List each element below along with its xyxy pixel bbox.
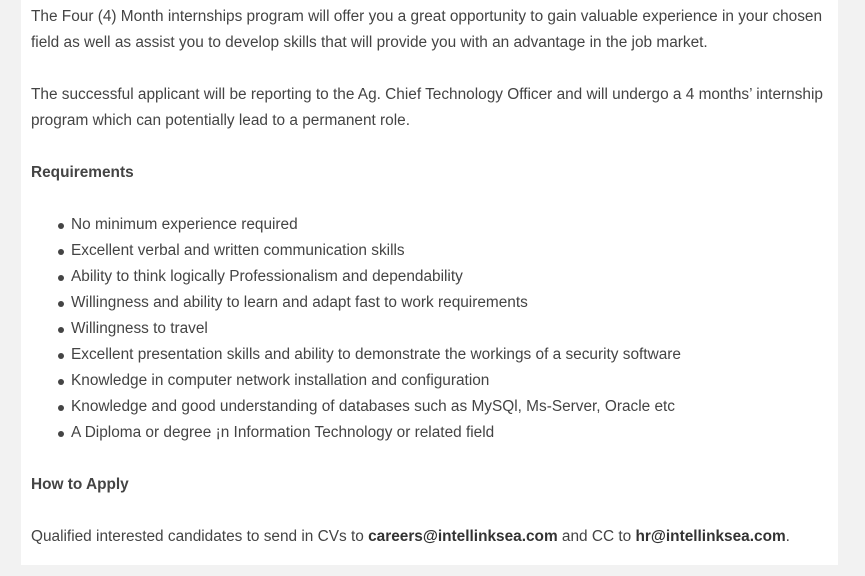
bullet-icon bbox=[58, 223, 64, 229]
list-item: No minimum experience required bbox=[58, 212, 831, 238]
apply-text-before: Qualified interested candidates to send … bbox=[31, 528, 369, 545]
list-item-text: Excellent verbal and written communicati… bbox=[71, 242, 405, 259]
list-item-text: Ability to think logically Professionali… bbox=[71, 268, 463, 285]
bullet-icon bbox=[58, 379, 64, 385]
article-content: The Four (4) Month internships program w… bbox=[31, 4, 831, 576]
how-to-apply-paragraph: Qualified interested candidates to send … bbox=[31, 524, 831, 550]
bullet-icon bbox=[58, 353, 64, 359]
requirements-list: No minimum experience required Excellent… bbox=[31, 212, 831, 446]
reporting-paragraph: The successful applicant will be reporti… bbox=[31, 86, 823, 129]
list-item: Willingness and ability to learn and ada… bbox=[58, 290, 831, 316]
list-item: Knowledge and good understanding of data… bbox=[58, 394, 831, 420]
list-item-text: Knowledge in computer network installati… bbox=[71, 372, 490, 389]
bullet-icon bbox=[58, 249, 64, 255]
how-to-apply-heading: How to Apply bbox=[31, 476, 129, 493]
bullet-icon bbox=[58, 275, 64, 281]
careers-email: careers@intellinksea.com bbox=[368, 528, 558, 545]
intro-paragraph: The Four (4) Month internships program w… bbox=[31, 8, 823, 51]
apply-text-after: . bbox=[785, 528, 790, 545]
list-item-text: Knowledge and good understanding of data… bbox=[71, 398, 675, 415]
bullet-icon bbox=[58, 301, 64, 307]
list-item-text: Willingness and ability to learn and ada… bbox=[71, 294, 528, 311]
list-item: Ability to think logically Professionali… bbox=[58, 264, 831, 290]
requirements-heading: Requirements bbox=[31, 164, 134, 181]
list-item-text: Willingness to travel bbox=[71, 320, 208, 337]
list-item: A Diploma or degree ¡n Information Techn… bbox=[58, 420, 831, 446]
bullet-icon bbox=[58, 327, 64, 333]
bullet-icon bbox=[58, 431, 64, 437]
apply-text-middle: and CC to bbox=[557, 528, 636, 545]
list-item-text: A Diploma or degree ¡n Information Techn… bbox=[71, 424, 495, 441]
list-item: Excellent verbal and written communicati… bbox=[58, 238, 831, 264]
article-page: The Four (4) Month internships program w… bbox=[21, 0, 838, 565]
list-item-text: No minimum experience required bbox=[71, 216, 298, 233]
hr-email: hr@intellinksea.com bbox=[635, 528, 786, 545]
list-item: Excellent presentation skills and abilit… bbox=[58, 342, 831, 368]
list-item: Knowledge in computer network installati… bbox=[58, 368, 831, 394]
list-item-text: Excellent presentation skills and abilit… bbox=[71, 346, 681, 363]
list-item: Willingness to travel bbox=[58, 316, 831, 342]
bullet-icon bbox=[58, 405, 64, 411]
